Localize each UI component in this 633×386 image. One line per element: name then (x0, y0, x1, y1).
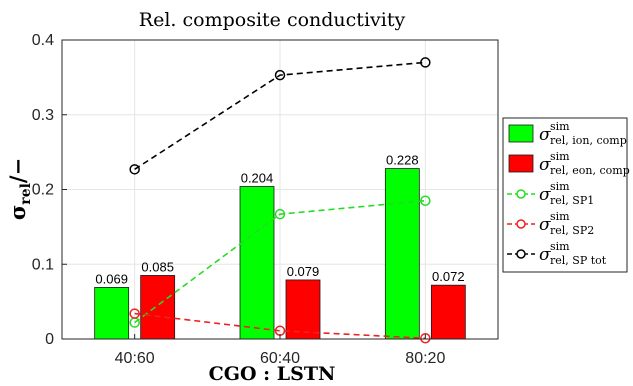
bar (430, 284, 466, 340)
y-tick-label: 0 (45, 331, 54, 348)
y-axis-label-sub: rel (18, 183, 34, 205)
bar (384, 168, 420, 340)
legend-superscript: sim (550, 150, 570, 163)
legend-marker (516, 189, 526, 199)
legend-sigma: σ (539, 155, 551, 175)
series-point (420, 333, 431, 344)
y-axis-label-unit: /− (5, 158, 30, 183)
legend-marker (516, 219, 526, 229)
tick-labels: 0 0.1 0.2 0.3 0.4 40:60 60:40 80:20 (32, 32, 446, 367)
x-tick-label: 60:40 (260, 350, 300, 367)
series-point (129, 164, 140, 175)
legend-subscript: rel, eon, comp (550, 164, 630, 177)
axes (61, 39, 499, 340)
bar (285, 279, 321, 340)
legend-superscript: sim (550, 240, 570, 253)
bar (94, 287, 130, 340)
legend-swatch (508, 124, 534, 143)
bar-value-label: 0.079 (287, 264, 320, 279)
series-point (129, 308, 140, 319)
x-tick-label: 40:60 (115, 350, 155, 367)
series-line (134, 61, 426, 170)
series-point (420, 57, 431, 68)
y-axis-label: σrel/− (5, 158, 34, 220)
y-axis-label-sigma: σ (5, 205, 30, 220)
y-tick-label: 0.3 (32, 107, 54, 124)
legend-sigma: σ (539, 185, 551, 205)
chart-title: Rel. composite conductivity (139, 9, 406, 31)
legend-sigma: σ (539, 125, 551, 145)
bar (140, 275, 176, 340)
series-point (274, 69, 286, 81)
bar-value-label: 0.069 (95, 271, 128, 286)
legend-swatch (508, 154, 534, 173)
bar (239, 186, 275, 340)
legend-sigma: σ (539, 215, 551, 235)
legend-superscript: sim (550, 210, 570, 223)
series-line (134, 312, 426, 340)
series-point (420, 195, 431, 206)
legend-subscript: rel, SP1 (550, 194, 594, 207)
legend-superscript: sim (550, 120, 570, 133)
series-line (134, 199, 426, 324)
y-tick-label: 0.4 (32, 32, 54, 49)
legend-subscript: rel, SP2 (550, 224, 594, 237)
bar-value-label: 0.204 (241, 171, 274, 186)
line-series (129, 57, 431, 344)
series-point (274, 208, 286, 220)
legend-marker (516, 249, 526, 259)
x-tick-label: 80:20 (405, 350, 445, 367)
y-tick-label: 0.2 (32, 182, 54, 199)
legend-subscript: rel, ion, comp (550, 134, 627, 147)
y-tick-label: 0.1 (32, 256, 54, 273)
bar-value-label: 0.085 (141, 259, 174, 274)
legend-sigma: σ (539, 245, 551, 265)
x-axis-label: CGO : LSTN (209, 363, 336, 385)
bars (94, 168, 466, 340)
legend-subscript: rel, SP tot (550, 254, 607, 267)
data-labels: 0.069 0.204 0.228 0.085 0.079 0.072 (95, 153, 464, 287)
bar-value-label: 0.072 (432, 269, 465, 284)
legend-superscript: sim (550, 180, 570, 193)
bar-value-label: 0.228 (386, 153, 419, 168)
